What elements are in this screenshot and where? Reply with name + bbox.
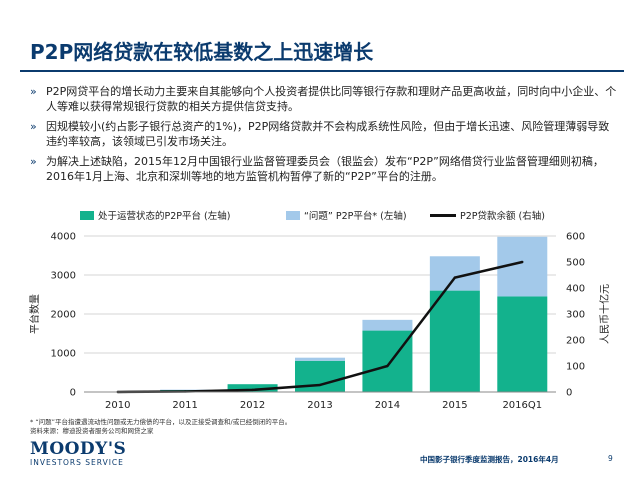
y2-tick-label: 0 <box>566 388 572 399</box>
loan-balance-point <box>251 388 254 392</box>
x-tick-label: 2015 <box>442 400 467 411</box>
moodys-logo: MOODY'S INVESTORS SERVICE <box>30 440 126 467</box>
legend-swatch-operating <box>80 210 94 220</box>
x-tick-label: 2014 <box>375 400 400 411</box>
bar-operating <box>429 290 480 392</box>
y-tick-label: 4000 <box>51 232 76 243</box>
slide-title: P2P网络贷款在较低基数之上迅速增长 <box>30 40 374 64</box>
legend-label-loan-balance: P2P贷款余额 (右轴) <box>460 211 545 222</box>
footnote-line: 资料来源：穆迪投资者服务公司和网贷之家 <box>30 427 154 435</box>
bar-problem <box>295 357 345 361</box>
legend-line-loan-balance <box>430 213 456 217</box>
y2-tick-label: 200 <box>566 336 585 347</box>
x-tick-label: 2010 <box>105 400 130 411</box>
p2p-chart: 0 1000 2000 3000 4000 0 100 200 300 400 500 600 2010… <box>28 232 611 412</box>
y2-tick-label: 100 <box>566 362 585 373</box>
x-tick-label: 2016Q1 <box>502 400 542 411</box>
y2-tick-label: 600 <box>566 232 585 243</box>
y-tick-label: 2000 <box>51 310 76 321</box>
x-tick-label: 2013 <box>307 400 332 411</box>
footnote-line: * “问题”平台指遭遇流动性问题或无力偿债的平台，以及正接受调查和/或已经倒闭的… <box>30 418 292 426</box>
bullet-marker: » <box>30 120 37 133</box>
bar-problem <box>362 319 413 331</box>
bullet-marker: » <box>30 155 37 168</box>
logo-wordmark: MOODY'S <box>30 439 127 459</box>
bullet-text: 为解决上述缺陷，2015年12月中国银行业监督管理委员会（银监会）发布“P2P”… <box>46 155 604 183</box>
loan-balance-point <box>453 276 457 279</box>
loan-balance-point <box>386 364 389 368</box>
bullet-text: 因规模较小(约占影子银行总资产的1%)，P2P网络贷款并不会构成系统性风险，但由… <box>46 120 610 148</box>
bullet-text: P2P网贷平台的增长动力主要来自其能够向个人投资者提供比同等银行存款和理财产品更… <box>46 85 617 113</box>
loan-balance-point <box>521 260 524 264</box>
title-divider <box>20 70 624 72</box>
bar-operating <box>497 296 548 392</box>
legend-item-operating: 处于运营状态的P2P平台 (左轴) <box>80 208 230 222</box>
loan-balance-point <box>318 383 322 387</box>
x-tick-label: 2012 <box>240 400 265 411</box>
y-tick-label: 1000 <box>51 349 76 360</box>
legend-item-problem: “问题” P2P平台* (左轴) <box>286 208 407 222</box>
y2-tick-label: 400 <box>566 284 585 295</box>
bullet-marker: » <box>30 85 37 98</box>
bullet-item: » 因规模较小(约占影子银行总资产的1%)，P2P网络贷款并不会构成系统性风险，但… <box>30 119 620 149</box>
legend-label-operating: 处于运营状态的P2P平台 (左轴) <box>98 211 231 222</box>
chart-legend: 处于运营状态的P2P平台 (左轴) “问题” P2P平台* (左轴) P2P贷款… <box>78 206 618 222</box>
logo-subtitle: INVESTORS SERVICE <box>30 458 124 467</box>
bullet-item: » P2P网贷平台的增长动力主要来自其能够向个人投资者提供比同等银行存款和理财产品… <box>30 84 620 114</box>
page-number: 9 <box>608 454 613 463</box>
report-name: 中国影子银行季度监测报告，2016年4月 <box>420 455 559 464</box>
legend-swatch-problem <box>286 210 300 220</box>
y2-tick-label: 300 <box>566 310 585 321</box>
y-tick-label: 3000 <box>51 271 76 282</box>
footnote: * “问题”平台指遭遇流动性问题或无力偿债的平台，以及正接受调查和/或已经倒闭的… <box>30 418 291 436</box>
bar-operating <box>227 384 278 392</box>
bullet-item: » 为解决上述缺陷，2015年12月中国银行业监督管理委员会（银监会）发布“P2P… <box>30 154 620 184</box>
y2-tick-label: 500 <box>566 258 585 269</box>
x-tick-label: 2011 <box>172 400 197 411</box>
bar-operating <box>362 330 413 392</box>
bullet-list: » P2P网贷平台的增长动力主要来自其能够向个人投资者提供比同等银行存款和理财产品… <box>30 84 620 189</box>
legend-item-loan-balance: P2P贷款余额 (右轴) <box>430 208 545 222</box>
y2-axis-title: 人民币十亿元 <box>598 284 611 344</box>
y-axis-title: 平台数量 <box>28 294 41 334</box>
chart-axes: 0 1000 2000 3000 4000 0 100 200 300 400 500 600 2010… <box>28 232 611 412</box>
y-tick-label: 0 <box>70 388 76 399</box>
chart-bars <box>92 236 548 392</box>
legend-label-problem: “问题” P2P平台* (左轴) <box>304 211 407 222</box>
